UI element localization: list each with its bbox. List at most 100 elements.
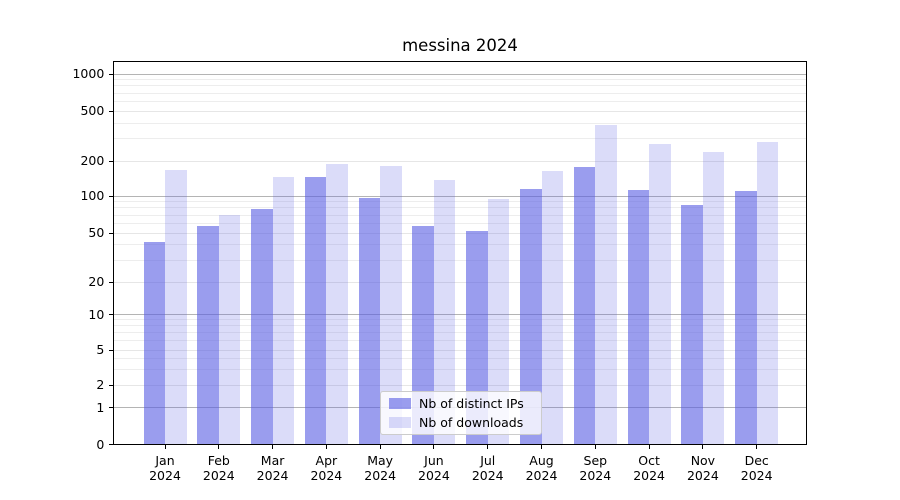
bar-distinct-ips-mar: [251, 209, 273, 445]
minor-gridline: [113, 79, 807, 81]
chart-title: messina 2024: [402, 36, 518, 55]
bar-downloads-feb: [218, 215, 241, 445]
mid-gridline: [113, 281, 807, 283]
bar-distinct-ips-feb: [197, 226, 219, 445]
x-tick-label: Nov 2024: [686, 452, 719, 484]
bar-distinct-ips-oct: [627, 189, 650, 445]
minor-gridline: [113, 332, 807, 334]
y-tick-label: 2: [96, 377, 105, 392]
y-tick-label: 1000: [72, 66, 105, 81]
bar-downloads-jan: [165, 169, 187, 445]
x-tick-mark: [756, 444, 758, 449]
minor-gridline: [113, 340, 807, 342]
x-tick-mark: [487, 444, 489, 449]
y-tick-mark: [109, 444, 114, 445]
minor-gridline: [113, 92, 807, 94]
legend-swatch-downloads: [389, 417, 411, 428]
bar-distinct-ips-dec: [735, 191, 757, 445]
bar-downloads-jun: [433, 180, 456, 445]
major-gridline: [113, 314, 807, 315]
minor-gridline: [113, 259, 807, 261]
x-tick-label: Sep 2024: [579, 452, 612, 484]
x-tick-label: Mar 2024: [256, 452, 289, 484]
x-tick-label: Aug 2024: [525, 452, 558, 484]
mid-gridline: [113, 160, 807, 162]
x-tick-label: May 2024: [364, 452, 397, 484]
major-gridline: [113, 73, 807, 75]
minor-gridline: [113, 85, 807, 87]
x-tick-mark: [594, 444, 596, 449]
x-tick-mark: [272, 444, 274, 449]
y-tick-label: 20: [88, 274, 105, 289]
bar-downloads-oct: [649, 144, 671, 445]
bar-downloads-sep: [595, 124, 617, 445]
y-tick-label: 100: [80, 188, 105, 203]
y-tick-mark: [109, 160, 114, 162]
x-tick-label: Jul 2024: [471, 452, 504, 484]
y-tick-mark: [109, 110, 114, 112]
bar-downloads-nov: [702, 151, 725, 445]
y-tick-label: 200: [80, 153, 105, 168]
bar-downloads-jul: [487, 199, 510, 445]
x-tick-label: Jun 2024: [418, 452, 450, 484]
minor-gridline: [113, 358, 807, 360]
x-tick-label: Oct 2024: [633, 452, 666, 484]
bar-distinct-ips-sep: [573, 167, 596, 445]
legend-label-distinct-ips: Nb of distinct IPs: [419, 396, 524, 411]
bar-downloads-aug: [541, 171, 564, 445]
bar-distinct-ips-jan: [143, 242, 165, 445]
x-tick-mark: [702, 444, 704, 449]
x-tick-label: Apr 2024: [310, 452, 343, 484]
x-tick-mark: [433, 444, 435, 449]
y-tick-label: 10: [88, 306, 105, 322]
minor-gridline: [113, 138, 807, 140]
minor-gridline: [113, 122, 807, 124]
bar-downloads-dec: [756, 141, 779, 445]
minor-gridline: [113, 214, 807, 216]
y-tick-label: 0: [96, 436, 105, 452]
minor-gridline: [113, 325, 807, 327]
y-tick-mark: [109, 232, 114, 234]
y-tick-mark: [109, 384, 114, 386]
minor-gridline: [113, 100, 807, 102]
x-tick-mark: [164, 444, 166, 449]
legend-swatch-distinct-ips: [389, 398, 411, 409]
y-tick-label: 50: [88, 225, 105, 240]
bar-distinct-ips-jun: [412, 226, 434, 445]
minor-gridline: [113, 201, 807, 203]
legend: Nb of distinct IPs Nb of downloads: [380, 391, 542, 435]
bar-distinct-ips-aug: [520, 189, 542, 445]
minor-gridline: [113, 244, 807, 246]
major-gridline: [113, 195, 807, 197]
mid-gridline: [113, 384, 807, 386]
y-tick-label: 5: [96, 342, 105, 357]
x-tick-label: Jan 2024: [149, 452, 181, 484]
y-tick-mark: [109, 407, 114, 408]
bar-distinct-ips-apr: [304, 176, 327, 445]
y-tick-mark: [109, 195, 114, 197]
x-tick-mark: [325, 444, 327, 449]
y-tick-label: 1: [96, 399, 105, 415]
mid-gridline: [113, 349, 807, 351]
y-tick-label: 500: [80, 103, 105, 118]
mid-gridline: [113, 110, 807, 112]
x-tick-mark: [218, 444, 220, 449]
bar-downloads-mar: [272, 177, 295, 445]
minor-gridline: [113, 207, 807, 209]
plot-border: [113, 61, 807, 445]
minor-gridline: [113, 319, 807, 321]
bar-distinct-ips-nov: [681, 204, 703, 445]
mid-gridline: [113, 232, 807, 234]
bar-downloads-apr: [326, 164, 348, 445]
y-tick-mark: [109, 73, 114, 75]
bar-downloads-may: [380, 166, 402, 445]
legend-label-downloads: Nb of downloads: [419, 415, 524, 430]
legend-row-distinct-ips: Nb of distinct IPs: [389, 396, 533, 412]
y-tick-mark: [109, 281, 114, 283]
bar-distinct-ips-may: [358, 197, 381, 445]
legend-row-downloads: Nb of downloads: [389, 415, 533, 431]
x-tick-label: Feb 2024: [202, 452, 235, 484]
x-tick-mark: [379, 444, 381, 449]
x-tick-mark: [541, 444, 543, 449]
